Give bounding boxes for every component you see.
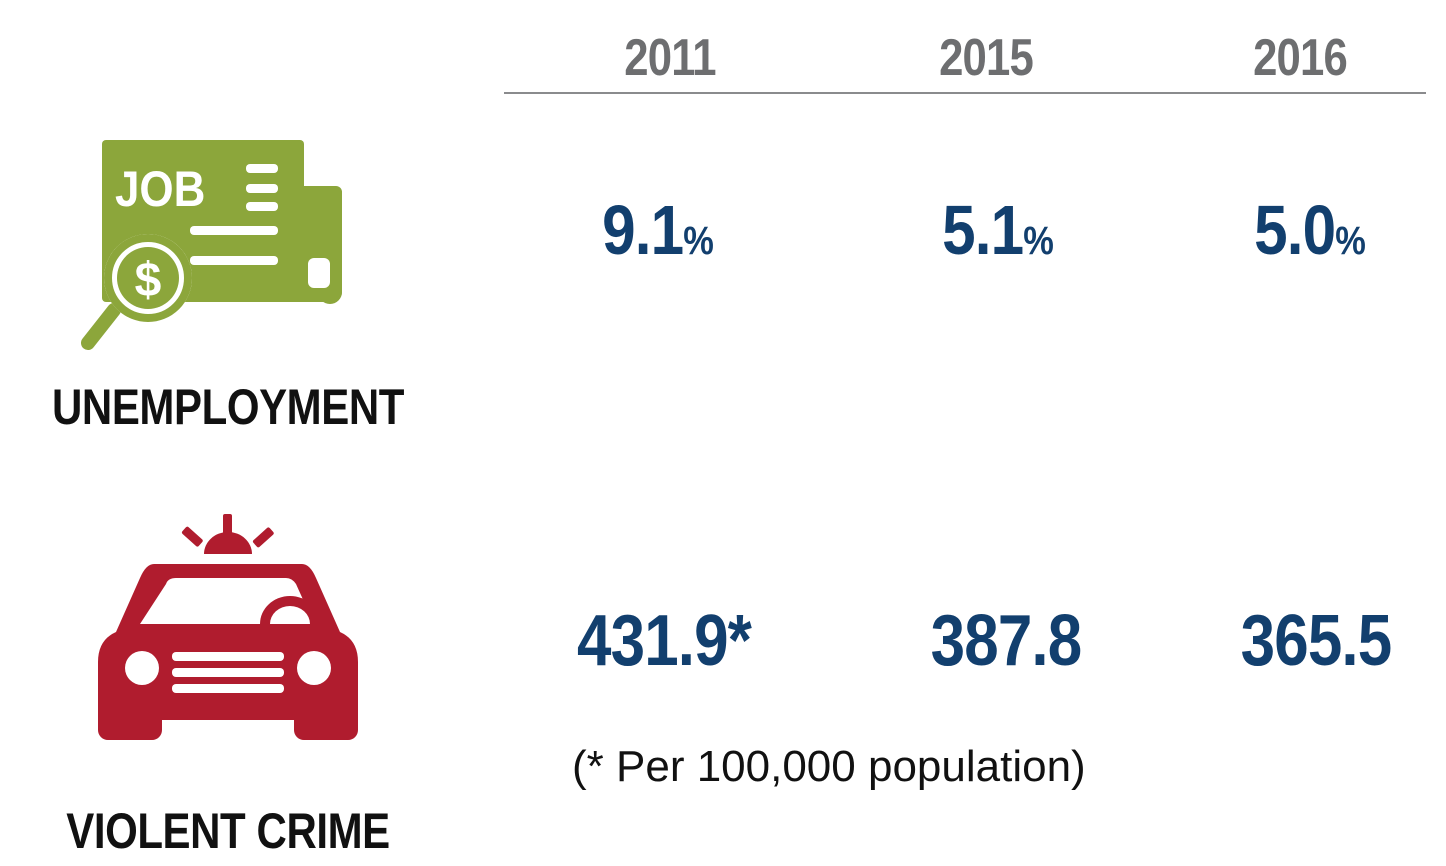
svg-text:JOB: JOB bbox=[115, 160, 205, 216]
violent-crime-label: VIOLENT CRIME bbox=[66, 803, 390, 859]
value-number: 5.1 bbox=[942, 191, 1024, 269]
unemployment-value-2011: 9.1% bbox=[546, 190, 770, 270]
violent-crime-value-2016: 365.5 bbox=[1240, 601, 1393, 681]
header-divider bbox=[504, 92, 1426, 94]
percent-unit: % bbox=[1335, 219, 1366, 263]
percent-unit: % bbox=[683, 219, 714, 263]
violent-crime-value-2015: 387.8 bbox=[930, 601, 1083, 681]
value-number: 9.1 bbox=[602, 191, 684, 269]
unemployment-value-2016: 5.0% bbox=[1198, 190, 1422, 270]
population-footnote: (* Per 100,000 population) bbox=[572, 742, 1086, 791]
year-header-2016: 2016 bbox=[1253, 29, 1348, 87]
percent-unit: % bbox=[1023, 219, 1054, 263]
year-header-2011: 2011 bbox=[624, 29, 716, 87]
svg-text:$: $ bbox=[135, 254, 162, 307]
police-car-icon bbox=[96, 512, 360, 742]
value-number: 5.0 bbox=[1254, 191, 1336, 269]
unemployment-value-2015: 5.1% bbox=[886, 190, 1110, 270]
job-search-icon: JOB $ bbox=[78, 138, 348, 358]
year-header-2015: 2015 bbox=[939, 29, 1034, 87]
unemployment-label: UNEMPLOYMENT bbox=[52, 379, 404, 435]
violent-crime-value-2011: 431.9* bbox=[577, 601, 752, 681]
